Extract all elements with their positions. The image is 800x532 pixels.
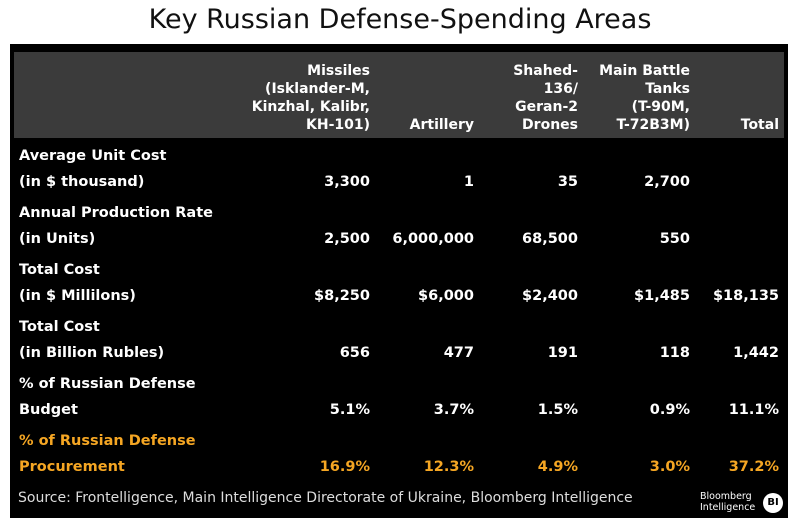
column-header-missiles: Missiles (Isklander-M, Kinzhal, Kalibr, … xyxy=(251,63,370,133)
table-row: Total Cost (in Billion Rubles) 656 477 191 1… xyxy=(10,314,788,366)
cell-value: 191 xyxy=(547,345,578,361)
column-header-artillery: Artillery xyxy=(409,117,474,133)
cell-value: 3.0% xyxy=(649,459,690,475)
row-label: % of Russian Defense Budget xyxy=(19,376,196,418)
page-title: Key Russian Defense-Spending Areas xyxy=(148,4,652,35)
row-label: Annual Production Rate (in Units) xyxy=(19,205,213,247)
cell-value: 4.9% xyxy=(537,459,578,475)
cell-value: 1 xyxy=(463,174,474,190)
data-table: Missiles (Isklander-M, Kinzhal, Kalibr, … xyxy=(10,44,788,518)
cell-value: $1,485 xyxy=(634,288,690,304)
cell-value: 35 xyxy=(557,174,578,190)
cell-value: 12.3% xyxy=(423,459,474,475)
cell-value: 3,300 xyxy=(324,174,370,190)
cell-value: 6,000,000 xyxy=(392,231,474,247)
cell-value: 1.5% xyxy=(537,402,578,418)
cell-value: $2,400 xyxy=(522,288,578,304)
cell-value: 1,442 xyxy=(733,345,779,361)
cell-value: 477 xyxy=(443,345,474,361)
cell-value: 2,700 xyxy=(644,174,690,190)
column-header-tanks: Main Battle Tanks (T-90M, T-72B3M) xyxy=(599,63,690,133)
column-header-drones: Shahed- 136/ Geran-2 Drones xyxy=(513,63,578,133)
table-row: % of Russian Defense Procurement 16.9% 12.… xyxy=(10,428,788,480)
cell-value: 11.1% xyxy=(728,402,779,418)
source-note: Source: Frontelligence, Main Intelligenc… xyxy=(18,490,633,506)
cell-value: $6,000 xyxy=(418,288,474,304)
cell-value: $18,135 xyxy=(712,288,779,304)
table-row: Average Unit Cost (in $ thousand) 3,300 1 3… xyxy=(10,143,788,195)
bloomberg-intelligence-logo: Bloomberg Intelligence xyxy=(700,491,756,513)
table-header: Missiles (Isklander-M, Kinzhal, Kalibr, … xyxy=(14,52,784,138)
cell-value: $8,250 xyxy=(314,288,370,304)
cell-value: 16.9% xyxy=(319,459,370,475)
cell-value: 3.7% xyxy=(433,402,474,418)
bi-logo-icon: BI xyxy=(763,493,783,513)
row-label: % of Russian Defense Procurement xyxy=(19,433,196,475)
cell-value: 2,500 xyxy=(324,231,370,247)
table-row: Annual Production Rate (in Units) 2,500 6,… xyxy=(10,200,788,252)
cell-value: 0.9% xyxy=(649,402,690,418)
cell-value: 37.2% xyxy=(728,459,779,475)
row-label: Average Unit Cost (in $ thousand) xyxy=(19,148,167,190)
cell-value: 550 xyxy=(659,231,690,247)
cell-value: 68,500 xyxy=(522,231,578,247)
row-label: Total Cost (in $ Millilons) xyxy=(19,262,136,304)
row-label: Total Cost (in Billion Rubles) xyxy=(19,319,165,361)
cell-value: 656 xyxy=(339,345,370,361)
cell-value: 5.1% xyxy=(329,402,370,418)
table-row: Total Cost (in $ Millilons) $8,250 $6,000 $… xyxy=(10,257,788,309)
cell-value: 118 xyxy=(659,345,690,361)
table-row: % of Russian Defense Budget 5.1% 3.7% 1.5% 0… xyxy=(10,371,788,423)
column-header-total: Total xyxy=(740,117,779,133)
